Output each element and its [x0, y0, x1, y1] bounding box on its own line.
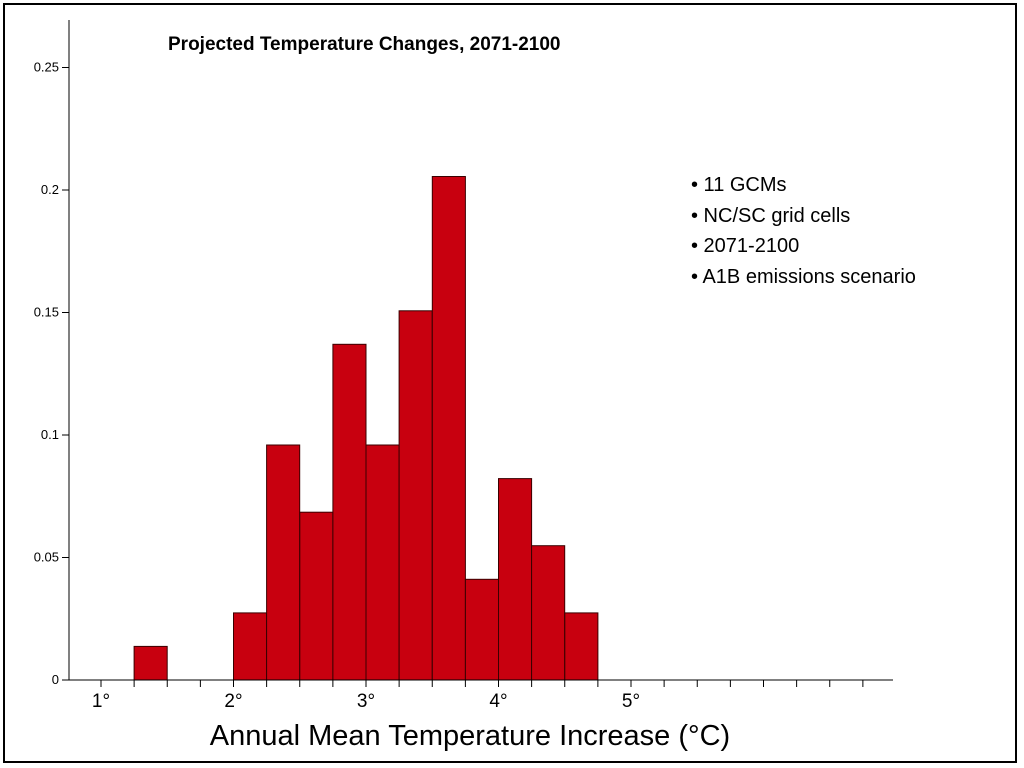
x-tick-label: 5°: [622, 691, 640, 712]
x-axis-title: Annual Mean Temperature Increase (°C): [210, 720, 730, 752]
y-tick-label: 0.2: [41, 182, 59, 197]
histogram-bar: [332, 343, 367, 681]
histogram-bar: [398, 310, 433, 681]
annotation-item: • 11 GCMs: [691, 174, 787, 196]
histogram-bar: [233, 612, 268, 681]
x-tick-label: 2°: [224, 691, 242, 712]
y-tick-label: 0.1: [41, 427, 59, 442]
x-tick-label: 4°: [489, 691, 507, 712]
chart-title: Projected Temperature Changes, 2071-2100: [168, 34, 561, 55]
histogram-bar: [498, 478, 533, 681]
histogram-bar: [564, 612, 599, 681]
bars-layer: [133, 176, 599, 681]
annotation-item: • A1B emissions scenario: [691, 265, 916, 288]
histogram-bar: [133, 645, 168, 681]
histogram-bar: [531, 545, 566, 681]
annotation-item: • 2071-2100: [691, 235, 800, 257]
histogram-bar: [266, 444, 301, 681]
x-tick-label: 1°: [92, 691, 110, 712]
x-tick-label: 3°: [357, 691, 375, 712]
y-tick-label: 0.25: [34, 60, 59, 75]
annotation-list: • 11 GCMs • NC/SC grid cells • 2071-2100…: [691, 170, 916, 292]
labels-layer: 0 0.05 0.1 0.15 0.2 0.25 1° 2° 3° 4° 5°: [34, 60, 640, 713]
y-tick-label: 0: [52, 672, 59, 687]
histogram-bar: [464, 578, 499, 681]
axes-layer: [62, 20, 893, 687]
y-tick-label: 0.05: [34, 550, 59, 565]
y-tick-label: 0.15: [34, 305, 59, 320]
annotation-item: • NC/SC grid cells: [691, 204, 851, 227]
histogram-bar: [431, 176, 466, 681]
histogram-bar: [299, 511, 334, 681]
histogram-bar: [365, 444, 400, 681]
